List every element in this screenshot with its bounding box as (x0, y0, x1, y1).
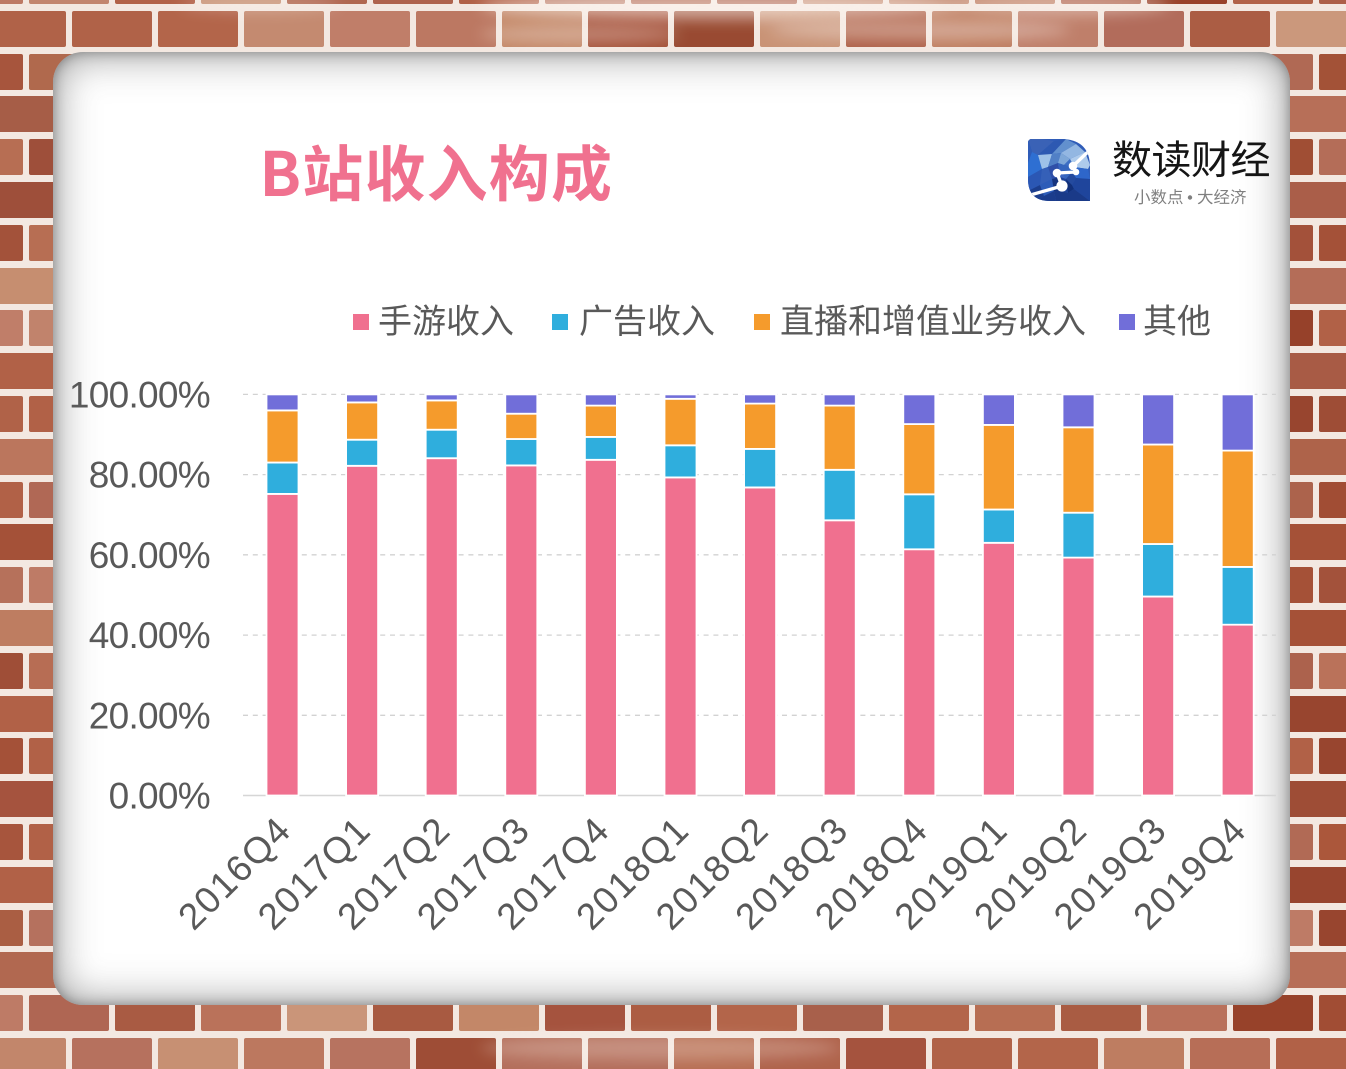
svg-text:100.00%: 100.00% (69, 374, 210, 415)
svg-text:20.00%: 20.00% (89, 695, 210, 736)
svg-text:80.00%: 80.00% (89, 455, 210, 496)
svg-text:0.00%: 0.00% (109, 776, 210, 817)
svg-text:60.00%: 60.00% (89, 535, 210, 576)
svg-text:40.00%: 40.00% (89, 615, 210, 656)
